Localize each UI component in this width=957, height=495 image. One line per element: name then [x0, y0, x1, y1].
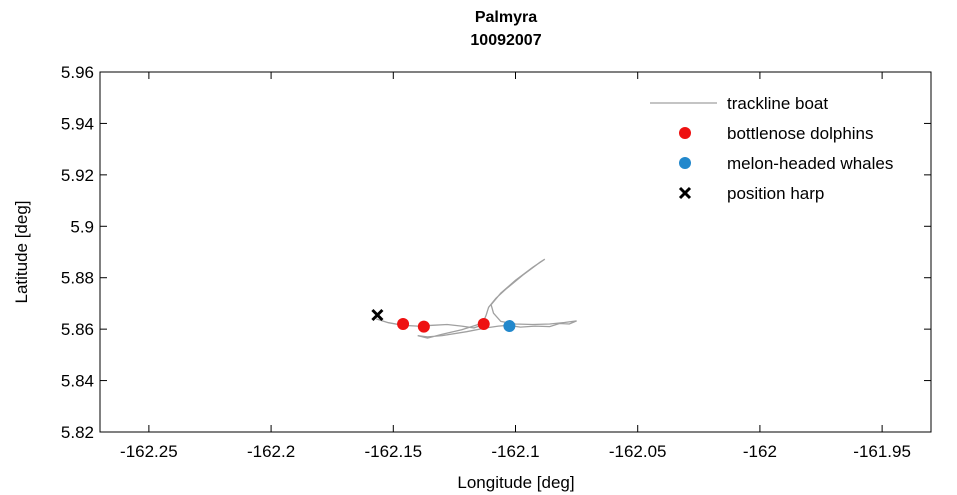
- chart-subtitle: 10092007: [470, 32, 541, 49]
- bottlenose-dolphins-point: [397, 318, 410, 330]
- y-tick-label: 5.84: [61, 372, 94, 391]
- y-tick-label: 5.88: [61, 269, 94, 288]
- y-tick-label: 5.82: [61, 423, 94, 442]
- legend-label: bottlenose dolphins: [727, 124, 874, 143]
- position-harp-marker: [371, 308, 384, 322]
- x-tick-label: -162.2: [247, 442, 295, 461]
- plot-area: -162.25 -162.2 -162.15 -162.1 -162.05 -162 -16…: [61, 63, 932, 461]
- trackline-boat-line: [376, 258, 577, 339]
- x-axis-label: Longitude [deg]: [457, 473, 574, 492]
- y-axis-label: Latitude [deg]: [12, 200, 31, 303]
- x-tick-label: -162.1: [491, 442, 539, 461]
- y-tick-label: 5.86: [61, 320, 94, 339]
- chart-title: Palmyra: [475, 9, 537, 26]
- legend-label: melon-headed whales: [727, 154, 893, 173]
- x-tick-label: -162.15: [364, 442, 422, 461]
- bottlenose-dolphins-point: [417, 320, 430, 333]
- legend-label: position harp: [727, 184, 824, 203]
- x-tick-label: -161.95: [853, 442, 911, 461]
- bottlenose-dolphins-point: [477, 318, 490, 330]
- y-tick-label: 5.9: [70, 217, 94, 236]
- x-tick-label: -162.25: [120, 442, 178, 461]
- x-tick-label: -162.05: [609, 442, 667, 461]
- legend-label: trackline boat: [727, 94, 828, 113]
- axes-frame: [99, 71, 932, 433]
- legend-position-harp-swatch: [678, 186, 692, 200]
- legend-bottlenose-dolphins-swatch: [679, 127, 691, 139]
- melon-headed-whales-point: [503, 320, 516, 333]
- y-tick-label: 5.96: [61, 63, 94, 82]
- legend-melon-headed-whales-swatch: [679, 157, 691, 169]
- x-tick-label: -162: [743, 442, 777, 461]
- y-tick-label: 5.94: [61, 114, 94, 133]
- y-tick-label: 5.92: [61, 166, 94, 185]
